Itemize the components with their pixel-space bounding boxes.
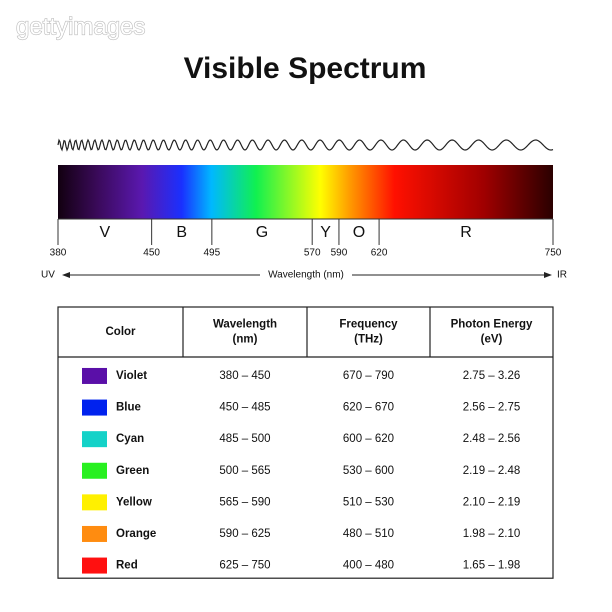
table-cell: 590 – 625	[219, 528, 270, 540]
title: Visible Spectrum	[184, 52, 427, 85]
table-cell: 400 – 480	[343, 560, 394, 572]
color-name: Blue	[116, 402, 141, 414]
table-cell: 1.98 – 2.10	[463, 528, 521, 540]
table-cell: 380 – 450	[219, 370, 270, 382]
header-cell: Color	[105, 326, 136, 338]
table-cell: 2.75 – 3.26	[463, 370, 521, 382]
table-cell: 2.10 – 2.19	[463, 496, 521, 508]
table-cell: 620 – 670	[343, 402, 394, 414]
table-cell: 565 – 590	[219, 496, 270, 508]
color-swatch	[82, 431, 107, 448]
tick-label: 750	[545, 248, 562, 259]
wave	[57, 138, 554, 152]
band-label: Y	[320, 224, 331, 241]
band-label: O	[353, 224, 365, 241]
axis-label: Wavelength (nm)	[268, 270, 344, 281]
ir-label: IR	[557, 270, 567, 281]
table-cell: 2.48 – 2.56	[463, 433, 521, 445]
table-cell: 530 – 600	[343, 465, 394, 477]
color-name: Red	[116, 560, 138, 572]
tick-label: 570	[304, 248, 321, 259]
color-name: Violet	[116, 370, 147, 382]
color-swatch	[82, 494, 107, 511]
table-cell: 450 – 485	[219, 402, 270, 414]
table-cell: 600 – 620	[343, 433, 394, 445]
band-label: B	[176, 224, 187, 241]
table-cell: 2.56 – 2.75	[463, 402, 521, 414]
table-cell: 510 – 530	[343, 496, 394, 508]
color-swatch	[82, 462, 107, 479]
watermark: gettyimages	[16, 13, 145, 40]
band-label: V	[99, 224, 110, 241]
table-cell: 500 – 565	[219, 465, 270, 477]
tick-label: 380	[50, 248, 67, 259]
table-cell: 1.65 – 1.98	[463, 560, 521, 572]
arrow-head	[62, 272, 70, 278]
color-swatch	[82, 367, 107, 384]
tick-label: 450	[143, 248, 160, 259]
uv-label: UV	[41, 270, 55, 281]
color-name: Orange	[116, 528, 156, 540]
table-cell: 480 – 510	[343, 528, 394, 540]
axis-label-bg	[260, 268, 352, 282]
arrow-head	[544, 272, 552, 278]
table-cell: 485 – 500	[219, 433, 270, 445]
color-swatch	[82, 399, 107, 416]
color-name: Cyan	[116, 433, 144, 445]
header-cell: Wavelength (nm)	[213, 319, 277, 346]
color-swatch	[82, 557, 107, 574]
table-cell: 625 – 750	[219, 560, 270, 572]
color-name: Yellow	[116, 496, 152, 508]
spectrum-bar	[58, 165, 553, 219]
table-border	[57, 306, 554, 579]
tick-label: 495	[204, 248, 221, 259]
tick-label: 590	[331, 248, 348, 259]
header-cell: Frequency (THz)	[339, 319, 398, 346]
band-label: R	[460, 224, 472, 241]
tick-label: 620	[371, 248, 388, 259]
color-swatch	[82, 525, 107, 542]
table-cell: 2.19 – 2.48	[463, 465, 521, 477]
color-name: Green	[116, 465, 149, 477]
table-cell: 670 – 790	[343, 370, 394, 382]
band-label: G	[256, 224, 268, 241]
header-cell: Photon Energy (eV)	[451, 319, 533, 346]
